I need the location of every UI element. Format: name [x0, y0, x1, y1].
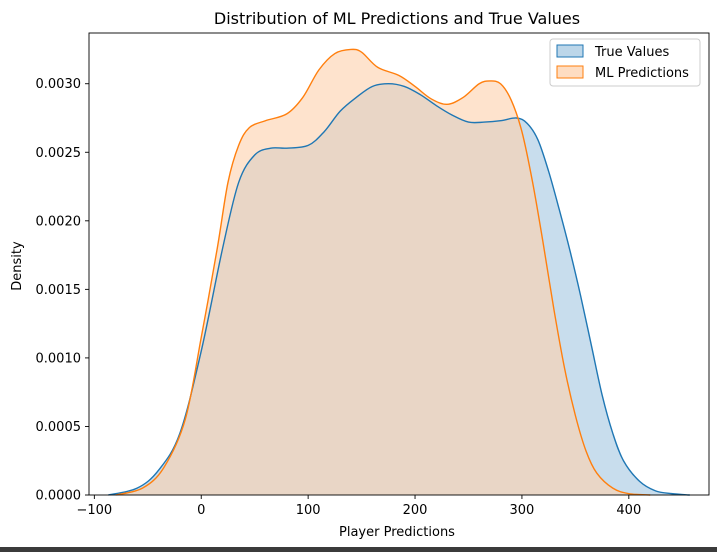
legend-swatch-ml-predictions [556, 65, 584, 79]
x-tick-label: 200 [403, 503, 428, 518]
chart-title: Distribution of ML Predictions and True … [214, 9, 580, 28]
line-true-values [108, 83, 690, 496]
legend-label-true-values: True Values [594, 45, 669, 60]
bottom-border [0, 547, 717, 552]
x-tick-label: 400 [616, 503, 641, 518]
x-tick-label: 0 [197, 503, 205, 518]
legend-swatch-true-values [556, 44, 584, 58]
legend-box [549, 38, 701, 87]
ticks-layer: −100 0 100 200 300 400 0.0000 0.0005 0.0010 0.001… [36, 77, 642, 518]
x-tick-label: −100 [76, 503, 112, 518]
y-tick-label: 0.0030 [36, 77, 82, 92]
y-tick-label: 0.0005 [36, 420, 82, 435]
legend: True Values ML Predictions [549, 38, 701, 87]
plot-frame [88, 32, 710, 496]
series-layer [108, 48, 690, 496]
x-tick-label: 300 [510, 503, 535, 518]
y-tick-label: 0.0020 [36, 214, 82, 229]
x-axis-label: Player Predictions [339, 525, 455, 540]
y-tick-label: 0.0015 [36, 283, 82, 298]
legend-label-ml-predictions: ML Predictions [595, 66, 689, 81]
x-tick-label: 100 [296, 503, 321, 518]
y-tick-label: 0.0000 [36, 489, 82, 504]
line-ml-predictions [115, 48, 651, 496]
y-tick-label: 0.0025 [36, 146, 82, 161]
y-axis-label: Density [10, 241, 25, 291]
y-tick-label: 0.0010 [36, 351, 82, 366]
